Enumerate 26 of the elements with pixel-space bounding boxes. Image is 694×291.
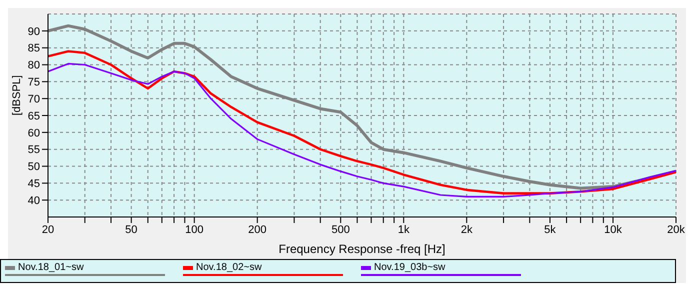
- x-tick-label: 5k: [544, 224, 556, 236]
- legend-label: Nov.18_02~sw: [196, 262, 262, 273]
- y-tick-label: 45: [28, 178, 40, 190]
- x-tick-label: 1k: [398, 224, 410, 236]
- y-tick-label: 90: [28, 26, 40, 38]
- y-tick-label: 75: [28, 76, 40, 89]
- x-tick-label: 10k: [604, 224, 622, 236]
- y-tick-label: 65: [28, 110, 40, 122]
- y-tick-label: 55: [28, 144, 40, 156]
- x-tick-label: 20k: [667, 224, 686, 236]
- x-tick-label: 500: [331, 224, 350, 236]
- y-tick-label: 60: [28, 127, 40, 140]
- y-tick-label: 70: [28, 93, 40, 106]
- x-tick-label: 200: [248, 224, 267, 236]
- y-tick-label: 80: [28, 60, 40, 72]
- x-tick-label: 100: [185, 224, 204, 236]
- y-tick-label: 85: [28, 42, 40, 55]
- x-tick-label: 2k: [460, 224, 473, 236]
- legend-label: Nov.18_01~sw: [18, 262, 84, 273]
- y-axis-title: [dBSPL]: [10, 75, 23, 116]
- legend-label: Nov.19_03b~sw: [374, 262, 446, 273]
- y-tick-label: 40: [28, 194, 40, 207]
- x-axis-title: Frequency Response -freq [Hz]: [278, 242, 446, 256]
- x-tick-label: 50: [125, 224, 138, 236]
- x-tick-label: 20: [42, 224, 54, 236]
- y-tick-label: 50: [28, 161, 40, 174]
